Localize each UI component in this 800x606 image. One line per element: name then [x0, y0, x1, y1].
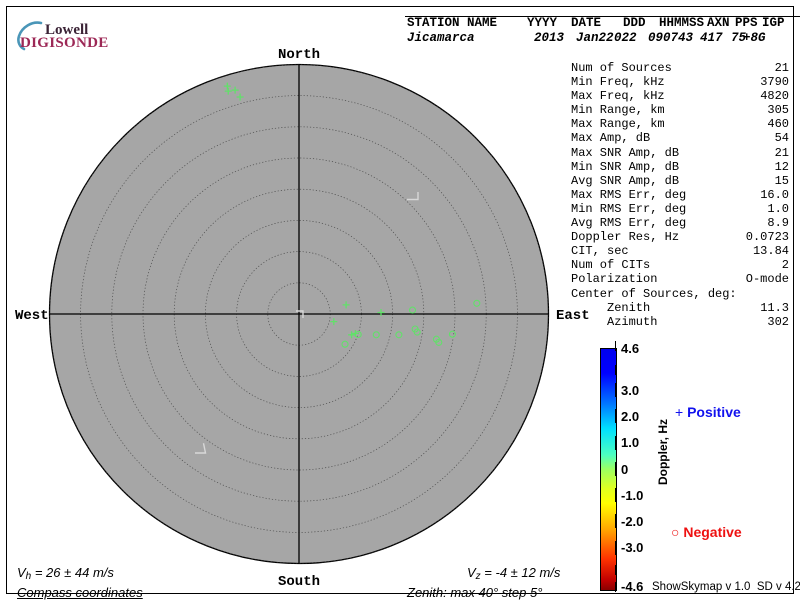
svg-text:East: East	[556, 308, 590, 324]
svg-text:West: West	[15, 308, 49, 324]
svg-text:South: South	[278, 574, 320, 590]
svg-text:North: North	[278, 47, 320, 63]
